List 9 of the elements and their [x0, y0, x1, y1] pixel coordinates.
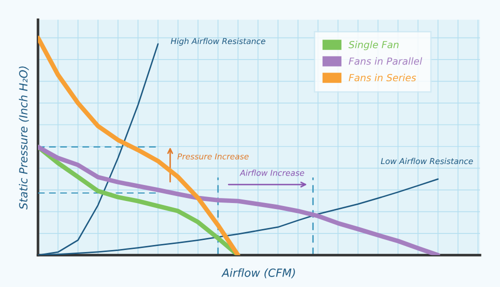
x-axis-title: Airflow (CFM): [221, 268, 295, 278]
legend-label: Fans in Series: [348, 74, 416, 82]
legend-label: Single Fan: [348, 40, 399, 50]
annotation: High Airflow Resistance: [170, 38, 266, 46]
y-axis-title: Static Pressure (Inch H₂O): [18, 66, 29, 210]
legend-label: Fans in Parallel: [348, 57, 422, 65]
annotation: Pressure Increase: [177, 153, 249, 160]
annotation: Airflow Increase: [240, 170, 304, 176]
annotation: Low Airflow Resistance: [380, 158, 473, 164]
